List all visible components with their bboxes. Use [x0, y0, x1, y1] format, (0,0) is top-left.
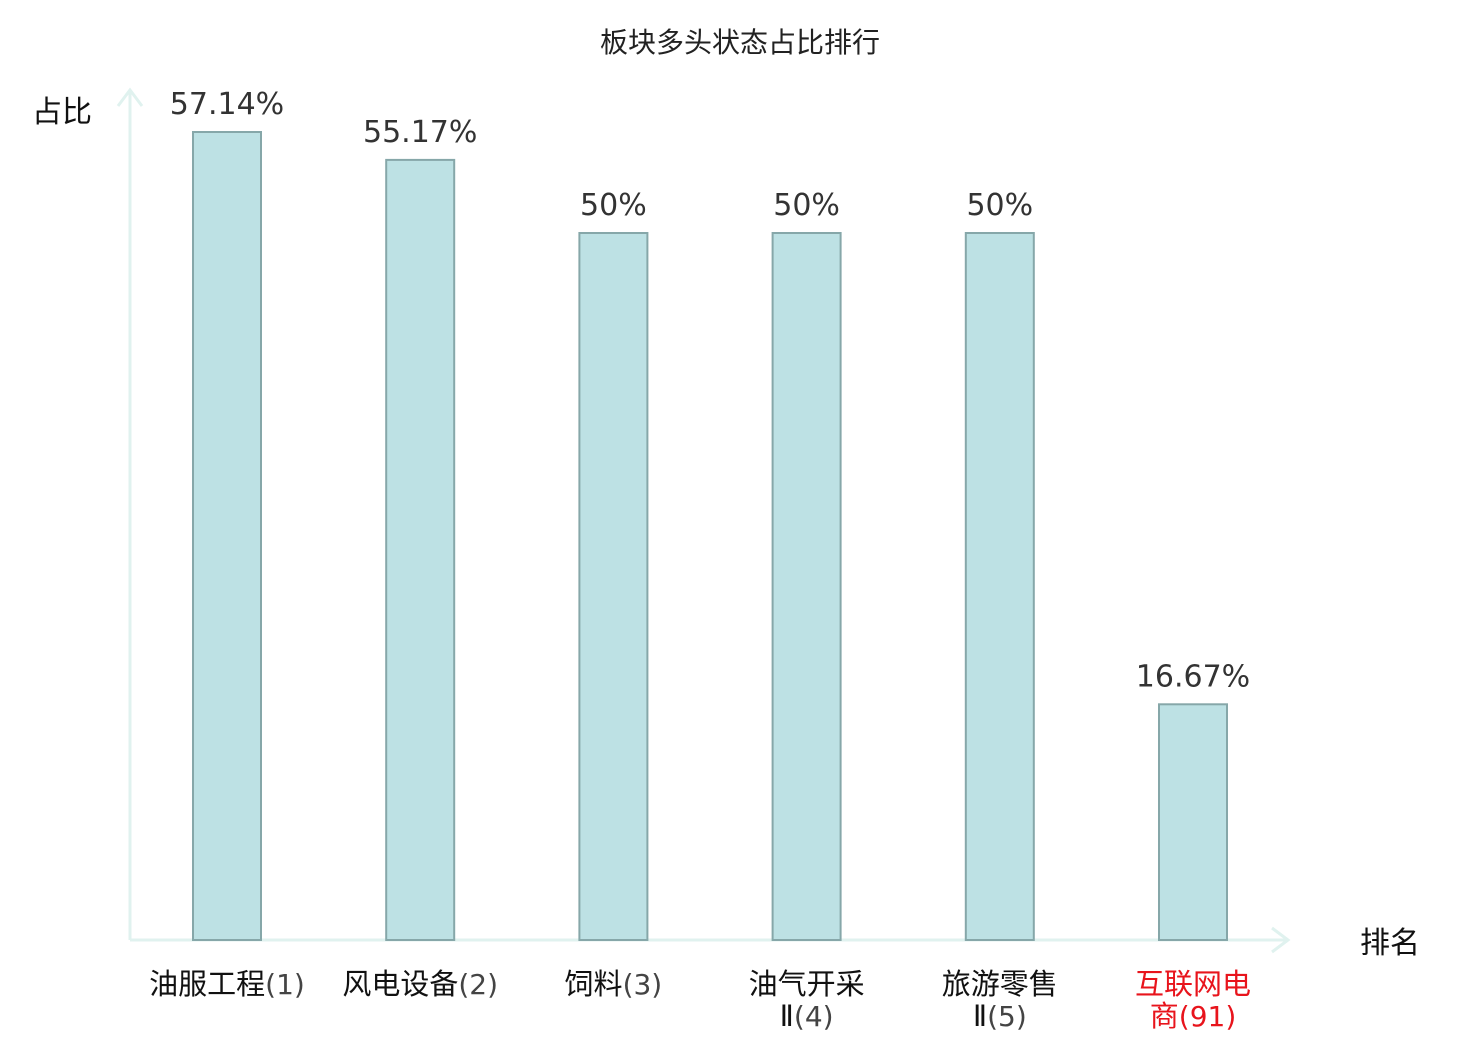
category-name-line: 旅游零售 [942, 967, 1058, 1001]
bar-value-label: 50% [773, 188, 840, 223]
bar [578, 232, 649, 941]
category-label: 旅游零售 Ⅱ(5) [942, 967, 1058, 1033]
chart-title: 板块多头状态占比排行 [600, 26, 880, 59]
category-label: 油气开采 Ⅱ(4) [749, 967, 865, 1033]
bar [192, 131, 262, 941]
bar [771, 232, 842, 941]
value-labels-group: 57.14% 55.17% 50% 50% 50% 16.67% [170, 87, 1250, 694]
category-rank: (3) [623, 968, 663, 1001]
bar-value-label: 50% [966, 188, 1033, 223]
x-axis-title: 排名 [1360, 926, 1420, 961]
bar-value-label: 50% [580, 188, 647, 223]
y-axis-title: 占比 [32, 95, 92, 130]
category-name-line: 风电设备 [342, 967, 458, 1001]
category-name-line: 油气开采 [749, 967, 865, 1001]
category-name-line: 油服工程 [149, 967, 265, 1001]
category-name-line: 互联网电 [1135, 967, 1251, 1001]
category-label: 油服工程(1) [149, 967, 305, 1001]
bar-value-label: 57.14% [170, 87, 284, 122]
category-labels-group: 油服工程(1) 风电设备(2) 饲料(3) 油气开采 Ⅱ(4)旅游零售 Ⅱ(5)互联网电商… [149, 967, 1251, 1033]
bar-value-label: 55.17% [363, 115, 477, 150]
bar [964, 232, 1035, 941]
bar [1158, 703, 1228, 941]
category-label: 风电设备(2) [342, 967, 498, 1001]
category-rank: (5) [987, 1000, 1027, 1033]
category-name-line: Ⅱ [780, 999, 794, 1033]
bar-value-label: 16.67% [1136, 659, 1250, 694]
category-rank: (1) [265, 968, 305, 1001]
x-axis [130, 926, 1291, 954]
category-rank: (4) [794, 1000, 834, 1033]
category-label: 饲料(3) [565, 967, 663, 1001]
category-name-line: Ⅱ [973, 999, 987, 1033]
category-rank: (91) [1179, 1000, 1236, 1033]
bars-group [192, 131, 1228, 941]
category-rank: (2) [458, 968, 498, 1001]
bar [385, 158, 456, 941]
y-axis [116, 87, 144, 940]
category-name-line: 商 [1150, 999, 1179, 1033]
category-name-line: 饲料 [565, 967, 623, 1001]
category-label: 互联网电商(91) [1135, 967, 1251, 1033]
